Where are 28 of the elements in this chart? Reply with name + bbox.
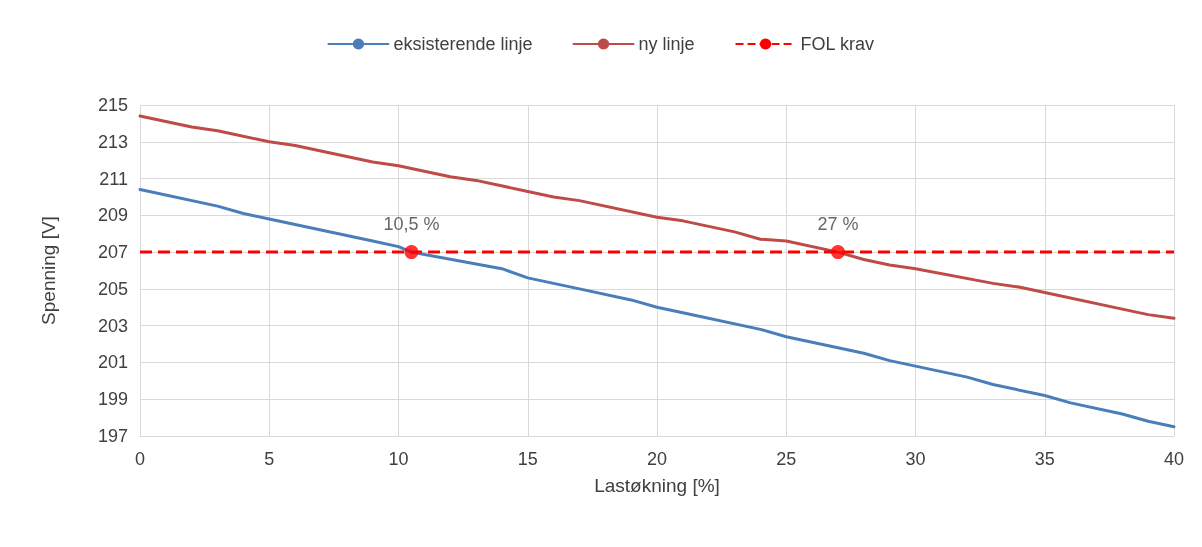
- x-tick-label: 5: [264, 449, 275, 469]
- x-tick-label: 40: [1163, 449, 1185, 469]
- y-tick-label: 213: [97, 131, 128, 152]
- x-tick-label: 25: [776, 449, 797, 469]
- legend-label: ny linje: [638, 34, 695, 54]
- x-tick-label: 30: [905, 449, 926, 469]
- y-tick-label: 203: [97, 315, 128, 336]
- x-tick-label: 20: [646, 449, 668, 469]
- y-tick-label: 211: [99, 168, 128, 189]
- annotation: 10,5 %: [383, 214, 440, 235]
- annotation: 27 %: [817, 214, 859, 235]
- y-tick-label: 215: [97, 95, 128, 115]
- y-tick-label: 205: [97, 278, 128, 299]
- y-tick-label: 197: [97, 426, 128, 446]
- y-axis-title: Spenning [V]: [38, 216, 59, 325]
- x-tick-label: 35: [1034, 449, 1055, 469]
- y-tick-label: 207: [97, 242, 128, 263]
- line-series: [138, 188, 1176, 429]
- y-tick-label: 201: [97, 352, 128, 373]
- legend-label: FOL krav: [800, 34, 874, 54]
- x-tick-label: 0: [134, 449, 146, 469]
- x-tick-label: 10: [388, 449, 409, 469]
- legend-label: eksisterende linje: [393, 34, 533, 54]
- x-axis-title: Lastøkning [%]: [594, 475, 720, 496]
- x-tick-label: 15: [517, 449, 538, 469]
- y-tick-label: 209: [97, 205, 128, 226]
- line-series: [138, 114, 1176, 320]
- y-tick-label: 199: [97, 389, 128, 410]
